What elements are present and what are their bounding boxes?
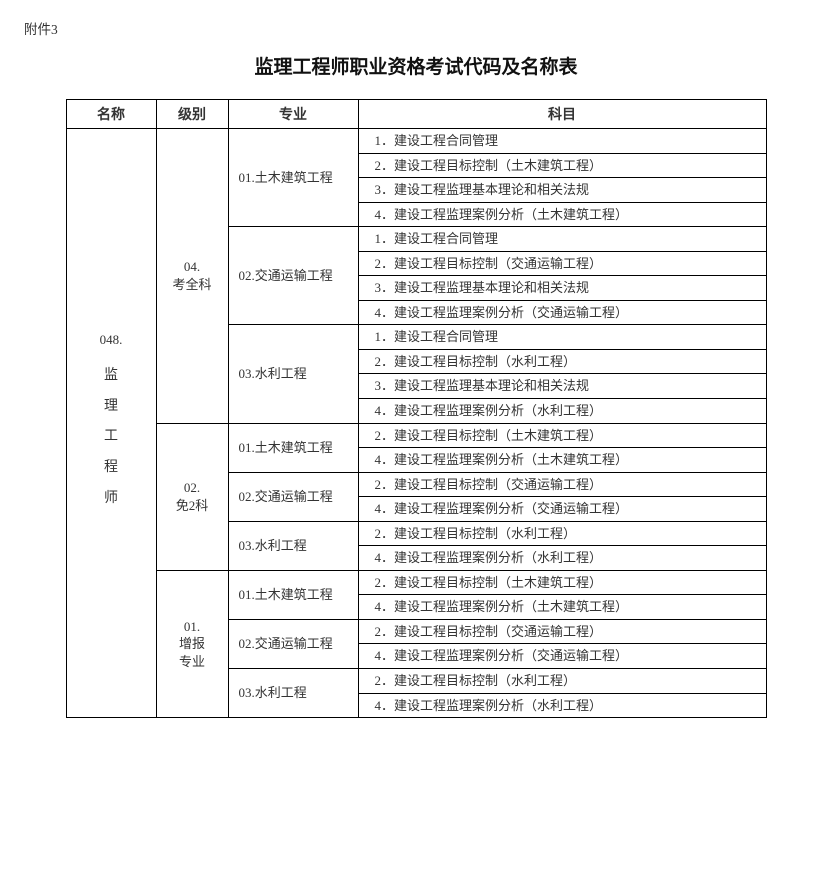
major-cell: 02.交通运输工程 xyxy=(228,472,358,521)
subject-cell: 1．建设工程合同管理 xyxy=(358,325,766,350)
attachment-label: 附件3 xyxy=(24,18,808,38)
table-body: 048.监理工程师04. 考全科01.土木建筑工程1．建设工程合同管理2．建设工… xyxy=(66,129,766,718)
subject-cell: 4．建设工程监理案例分析（水利工程） xyxy=(358,546,766,571)
level-cell: 01. 增报 专业 xyxy=(156,570,228,717)
col-header-level: 级别 xyxy=(156,100,228,129)
subject-cell: 2．建设工程目标控制（交通运输工程） xyxy=(358,619,766,644)
major-cell: 01.土木建筑工程 xyxy=(228,570,358,619)
table-row: 01. 增报 专业01.土木建筑工程2．建设工程目标控制（土木建筑工程） xyxy=(66,570,766,595)
col-header-subject: 科目 xyxy=(358,100,766,129)
name-char: 师 xyxy=(104,490,118,509)
subject-cell: 2．建设工程目标控制（土木建筑工程） xyxy=(358,423,766,448)
subject-cell: 4．建设工程监理案例分析（交通运输工程） xyxy=(358,300,766,325)
major-cell: 02.交通运输工程 xyxy=(228,619,358,668)
subject-cell: 2．建设工程目标控制（水利工程） xyxy=(358,521,766,546)
name-cell: 048. 监理工程师 xyxy=(66,129,156,718)
subject-cell: 4．建设工程监理案例分析（土木建筑工程） xyxy=(358,448,766,473)
major-cell: 02.交通运输工程 xyxy=(228,227,358,325)
subject-cell: 2．建设工程目标控制（水利工程） xyxy=(358,349,766,374)
subject-cell: 2．建设工程目标控制（交通运输工程） xyxy=(358,472,766,497)
table-row: 048.监理工程师04. 考全科01.土木建筑工程1．建设工程合同管理 xyxy=(66,129,766,154)
page-title: 监理工程师职业资格考试代码及名称表 xyxy=(24,52,808,79)
subject-cell: 2．建设工程目标控制（水利工程） xyxy=(358,669,766,694)
major-cell: 03.水利工程 xyxy=(228,521,358,570)
table-header-row: 名称 级别 专业 科目 xyxy=(66,100,766,129)
subject-cell: 4．建设工程监理案例分析（交通运输工程） xyxy=(358,644,766,669)
col-header-name: 名称 xyxy=(66,100,156,129)
table-row: 02. 免2科01.土木建筑工程2．建设工程目标控制（土木建筑工程） xyxy=(66,423,766,448)
name-char: 理 xyxy=(104,398,118,417)
level-cell: 04. 考全科 xyxy=(156,129,228,424)
subject-cell: 3．建设工程监理基本理论和相关法规 xyxy=(358,374,766,399)
subject-cell: 2．建设工程目标控制（土木建筑工程） xyxy=(358,570,766,595)
subject-cell: 4．建设工程监理案例分析（水利工程） xyxy=(358,693,766,718)
name-char: 工 xyxy=(104,428,118,447)
subject-cell: 4．建设工程监理案例分析（水利工程） xyxy=(358,399,766,424)
name-char: 程 xyxy=(104,459,118,478)
subject-cell: 4．建设工程监理案例分析（土木建筑工程） xyxy=(358,595,766,620)
name-code: 048. xyxy=(100,331,123,349)
major-cell: 01.土木建筑工程 xyxy=(228,129,358,227)
major-cell: 03.水利工程 xyxy=(228,669,358,718)
major-cell: 03.水利工程 xyxy=(228,325,358,423)
code-table: 名称 级别 专业 科目 048.监理工程师04. 考全科01.土木建筑工程1．建… xyxy=(66,99,767,718)
subject-cell: 4．建设工程监理案例分析（土木建筑工程） xyxy=(358,202,766,227)
subject-cell: 3．建设工程监理基本理论和相关法规 xyxy=(358,178,766,203)
subject-cell: 3．建设工程监理基本理论和相关法规 xyxy=(358,276,766,301)
subject-cell: 1．建设工程合同管理 xyxy=(358,129,766,154)
major-cell: 01.土木建筑工程 xyxy=(228,423,358,472)
name-char: 监 xyxy=(104,367,118,386)
subject-cell: 1．建设工程合同管理 xyxy=(358,227,766,252)
subject-cell: 2．建设工程目标控制（交通运输工程） xyxy=(358,251,766,276)
subject-cell: 4．建设工程监理案例分析（交通运输工程） xyxy=(358,497,766,522)
level-cell: 02. 免2科 xyxy=(156,423,228,570)
subject-cell: 2．建设工程目标控制（土木建筑工程） xyxy=(358,153,766,178)
col-header-major: 专业 xyxy=(228,100,358,129)
